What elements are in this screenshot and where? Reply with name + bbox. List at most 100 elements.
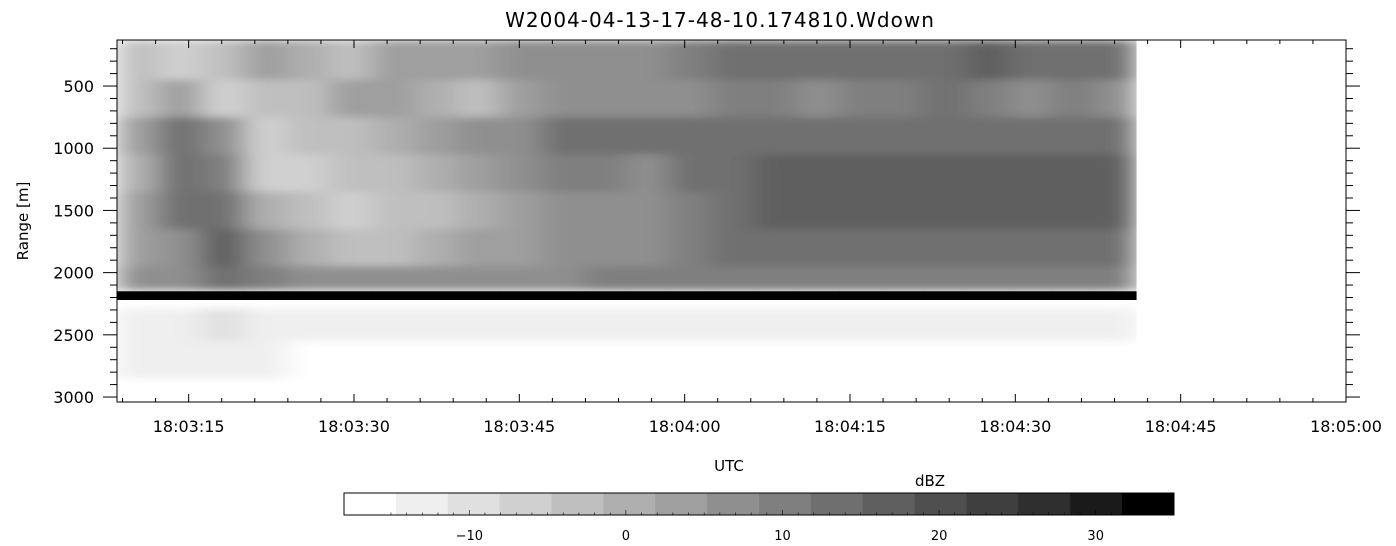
heatmap-cell [201, 266, 246, 291]
heatmap-cell [1051, 341, 1095, 379]
colorbar-tick-label: 20 [931, 529, 948, 544]
heatmap-cell [414, 308, 458, 342]
heatmap-cell [244, 341, 288, 379]
heatmap-cell [669, 378, 713, 402]
heatmap-cell [201, 117, 246, 156]
heatmap-cell [881, 266, 925, 291]
heatmap-cell [1009, 40, 1053, 81]
colorbar-tick-label: 30 [1087, 529, 1104, 544]
heatmap-cell [1051, 40, 1095, 81]
heatmap-cell [924, 341, 968, 379]
heatmap-cell [329, 154, 373, 193]
heatmap-cell [711, 191, 755, 230]
heatmap-cell [1009, 229, 1053, 268]
heatmap-cell [117, 266, 161, 291]
heatmap-cell [754, 308, 798, 342]
heatmap-cell [754, 229, 798, 268]
heatmap-cell [159, 229, 203, 268]
colorbar-title: dBZ [915, 472, 945, 490]
heatmap-cell [414, 117, 458, 156]
heatmap-cell [1094, 117, 1138, 156]
heatmap-cell [881, 341, 925, 379]
heatmap-cell [244, 40, 288, 81]
colorbar-level [499, 493, 552, 515]
heatmap-cell [201, 308, 246, 342]
heatmap-cell [201, 341, 246, 379]
heatmap-cell [711, 79, 755, 118]
y-tick-label: 2000 [53, 264, 94, 283]
heatmap-cell [839, 291, 883, 300]
heatmap-cell [796, 378, 840, 402]
heatmap-cell [754, 40, 798, 81]
heatmap-cell [159, 117, 203, 156]
colorbar-level [810, 493, 864, 515]
y-tick-label: 2500 [53, 326, 94, 345]
colorbar-tick-label: 10 [774, 529, 791, 544]
heatmap-cell [1051, 229, 1095, 268]
heatmap-cell [839, 79, 883, 118]
heatmap-cell [499, 191, 543, 230]
heatmap-cell [1094, 291, 1138, 300]
x-tick-label: 18:05:00 [1310, 417, 1382, 436]
heatmap-cell [839, 341, 883, 379]
heatmap-cell [117, 291, 161, 300]
heatmap-cell [117, 79, 161, 118]
heatmap-cell [924, 154, 968, 193]
heatmap-cell [541, 378, 585, 402]
heatmap-cell [541, 79, 585, 118]
x-tick-label: 18:04:30 [979, 417, 1051, 436]
heatmap-cell [626, 378, 670, 402]
heatmap-cell [201, 229, 246, 268]
x-tick-label: 18:04:45 [1145, 417, 1217, 436]
heatmap-cell [414, 266, 458, 291]
heatmap-cell [159, 191, 203, 230]
heatmap-cell [881, 308, 925, 342]
heatmap-cell [796, 229, 840, 268]
heatmap-cell [966, 229, 1010, 268]
heatmap-cell [286, 79, 331, 118]
heatmap-cell [414, 154, 458, 193]
heatmap-cell [1094, 341, 1138, 379]
heatmap-cell [669, 308, 713, 342]
heatmap-cell [796, 154, 840, 193]
heatmap-cell [584, 291, 628, 300]
heatmap-cell [286, 191, 331, 230]
colorbar-level [1070, 493, 1123, 515]
heatmap-cell [584, 341, 628, 379]
heatmap-cell [711, 341, 755, 379]
heatmap-cell [1009, 341, 1053, 379]
colorbar-level [914, 493, 967, 515]
heatmap-cell [711, 117, 755, 156]
heatmap-cell [839, 191, 883, 230]
heatmap-cell [244, 191, 288, 230]
heatmap-cell [1051, 291, 1095, 300]
no-data-region [1136, 40, 1346, 402]
heatmap-cell [456, 79, 500, 118]
heatmap-cell [626, 154, 670, 193]
heatmap-cell [1051, 378, 1095, 402]
heatmap-cell [881, 229, 925, 268]
heatmap-cell [201, 40, 246, 81]
heatmap-cell [201, 291, 246, 300]
heatmap-cell [584, 229, 628, 268]
heatmap-cell [159, 341, 203, 379]
heatmap-cell [796, 191, 840, 230]
heatmap-cell [1094, 154, 1138, 193]
heatmap-cell [244, 117, 288, 156]
x-tick-label: 18:04:00 [649, 417, 721, 436]
heatmap-cell [201, 191, 246, 230]
heatmap-cell [584, 117, 628, 156]
heatmap-cell [541, 266, 585, 291]
heatmap-cell [329, 291, 373, 300]
heatmap-cell [839, 378, 883, 402]
heatmap-cell [456, 117, 500, 156]
heatmap-cell [117, 117, 161, 156]
heatmap-cell [371, 117, 415, 156]
heatmap-field [117, 40, 1138, 402]
plot-frame [116, 39, 1347, 403]
colorbar-level [551, 493, 604, 515]
heatmap-cell [244, 266, 288, 291]
heatmap-cell [414, 79, 458, 118]
colorbar-tick-label: 0 [622, 529, 630, 544]
heatmap-cell [456, 266, 500, 291]
